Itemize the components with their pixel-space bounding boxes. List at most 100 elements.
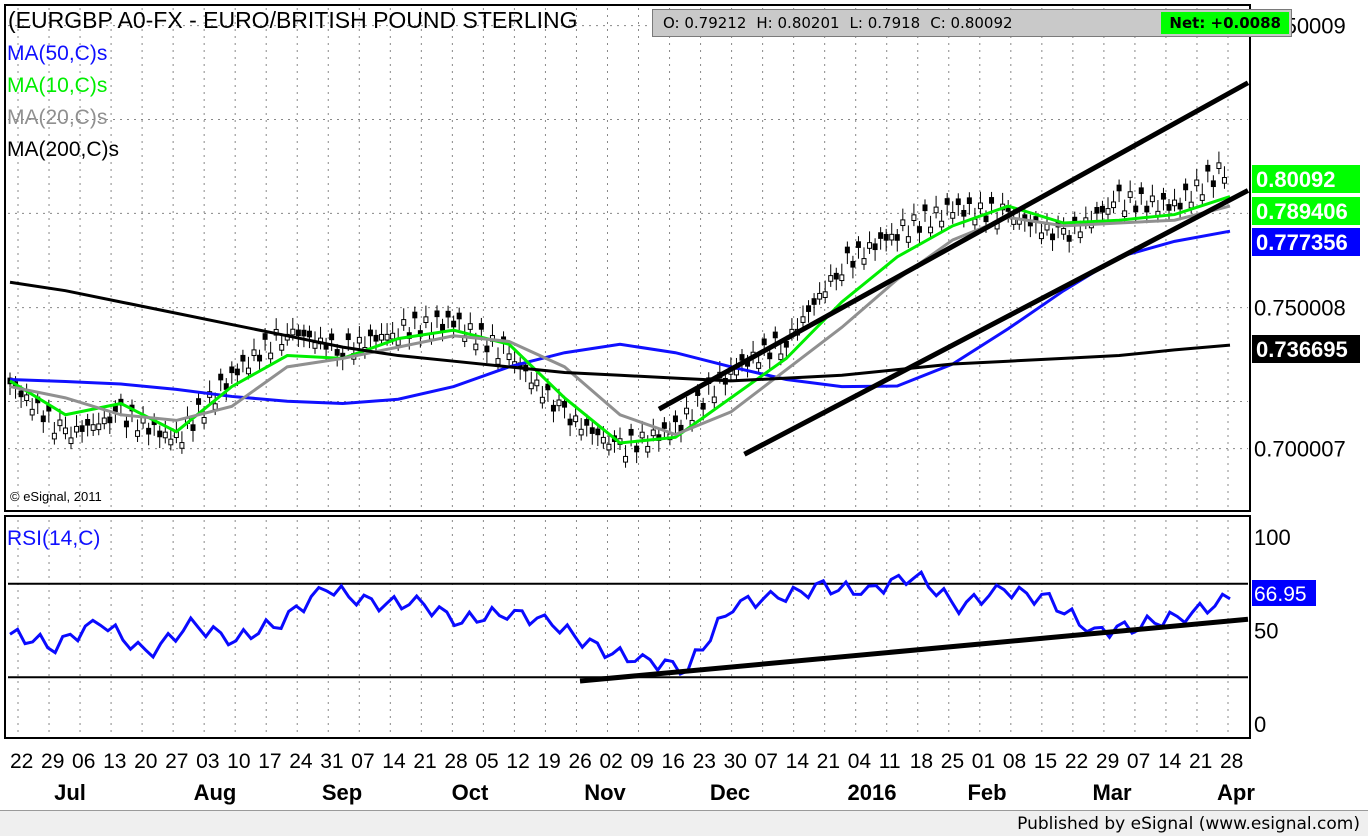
- candle-body: [168, 438, 174, 446]
- candle-body: [384, 333, 390, 341]
- legend-ma10: MA(10,C)s: [7, 74, 107, 97]
- candle-body: [473, 343, 479, 351]
- legend-ma200: MA(200,C)s: [7, 138, 119, 161]
- candle-body: [672, 415, 678, 423]
- candle-body: [262, 333, 268, 340]
- candle-body: [545, 383, 551, 391]
- rsi-tag-label: 66.95: [1254, 583, 1307, 606]
- candle-body: [1205, 164, 1211, 172]
- candle-body: [989, 197, 995, 204]
- candle-body: [539, 396, 545, 404]
- candle-body: [268, 352, 274, 360]
- candle-body: [928, 226, 934, 234]
- candle-body: [212, 403, 218, 410]
- x-day-label: 13: [103, 750, 126, 773]
- price-layer: [7, 80, 1250, 468]
- candle-body: [1188, 201, 1194, 209]
- x-day-label: 17: [258, 750, 281, 773]
- x-day-label: 08: [1003, 750, 1026, 773]
- candle-body: [201, 417, 207, 424]
- candle-body: [1133, 205, 1139, 213]
- candle-body: [240, 354, 246, 362]
- candle-body: [257, 354, 263, 362]
- candle-body: [79, 425, 85, 432]
- x-day-label: 25: [941, 750, 964, 773]
- candle-body: [1177, 202, 1183, 210]
- candle-body: [822, 291, 828, 298]
- rsi-tick-label: 100: [1254, 525, 1291, 550]
- x-day-label: 28: [1220, 750, 1243, 773]
- publisher-credit: Published by eSignal (www.esignal.com): [1017, 814, 1360, 834]
- x-month-label: Aug: [194, 780, 237, 805]
- candle-body: [179, 442, 185, 449]
- candle-body: [756, 362, 762, 369]
- candle-body: [85, 418, 91, 426]
- x-day-label: 04: [848, 750, 872, 773]
- rsi-tick-label: 0: [1254, 712, 1266, 737]
- candle-body: [889, 233, 895, 241]
- rsi-tag-bg: [1252, 580, 1316, 606]
- x-day-label: 07: [351, 750, 374, 773]
- candle-body: [1216, 162, 1222, 169]
- price-panel: [4, 4, 1251, 512]
- candle-body: [911, 214, 917, 221]
- candle-body: [806, 305, 812, 312]
- candle-body: [922, 204, 928, 212]
- candle-body: [123, 420, 129, 428]
- candle-body: [650, 429, 656, 437]
- candle-body: [584, 419, 590, 426]
- legend-ma20: MA(20,C)s: [7, 106, 107, 129]
- price-tag-bg: [1252, 228, 1360, 256]
- x-month-label: Dec: [710, 780, 750, 805]
- x-month-label: Nov: [584, 780, 626, 805]
- candle-body: [495, 358, 501, 365]
- candle-body: [229, 366, 235, 374]
- candle-body: [1138, 187, 1144, 195]
- candle-body: [595, 428, 601, 436]
- candle-body: [306, 330, 312, 338]
- candle-body: [412, 311, 418, 319]
- candle-body: [1105, 208, 1111, 215]
- candle-body: [855, 241, 861, 248]
- candle-body: [478, 323, 484, 330]
- candle-body: [961, 209, 967, 217]
- x-day-label: 07: [1127, 750, 1150, 773]
- rsi-layer: [8, 569, 1249, 684]
- candle-body: [550, 404, 556, 412]
- candle-body: [1099, 205, 1105, 213]
- candle-body: [157, 430, 163, 438]
- x-day-label: 14: [1158, 750, 1182, 773]
- candle-body: [218, 373, 224, 381]
- candle-body: [451, 320, 457, 328]
- x-day-label: 12: [506, 750, 529, 773]
- x-day-label: 26: [568, 750, 591, 773]
- x-day-label: 02: [599, 750, 622, 773]
- candle-body: [861, 258, 867, 265]
- candle-body: [434, 310, 440, 318]
- candle-body: [894, 234, 900, 241]
- candle-body: [279, 344, 285, 351]
- candle-body: [18, 390, 24, 398]
- candle-body: [800, 316, 806, 323]
- price-tag-label: 0.736695: [1256, 337, 1348, 362]
- y-tick-label: 0.750008: [1254, 296, 1346, 321]
- x-month-label: Apr: [1217, 780, 1255, 805]
- candle-body: [1044, 223, 1050, 231]
- candle-body: [1077, 231, 1083, 239]
- candle-body: [245, 367, 251, 375]
- candle-body: [506, 353, 512, 361]
- candle-body: [112, 405, 118, 413]
- candle-body: [684, 407, 690, 415]
- x-month-label: 2016: [848, 780, 897, 805]
- candle-body: [939, 220, 945, 228]
- candle-body: [817, 292, 823, 300]
- candle-body: [51, 432, 57, 440]
- candle-body: [484, 345, 490, 353]
- candle-body: [578, 428, 584, 436]
- candle-body: [101, 417, 107, 425]
- candle-body: [401, 319, 407, 326]
- series-line: [9, 195, 1231, 445]
- candle-body: [872, 243, 878, 251]
- candle-body: [944, 198, 950, 205]
